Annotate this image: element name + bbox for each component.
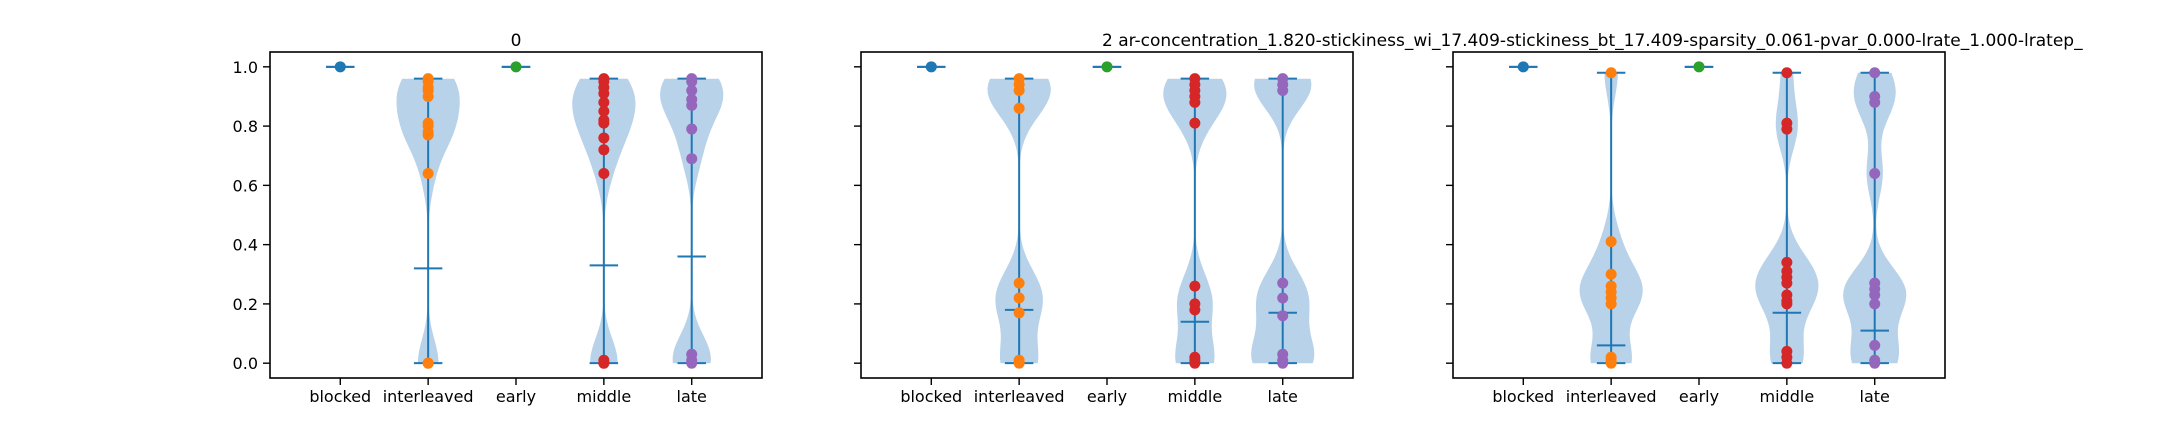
panel-0: 0.0 0.2 0.4 0.6 0.8 1.0 blocked interleaved earl… [233, 51, 763, 406]
data-point-interleaved-9 [422, 168, 434, 180]
data-point-middle-0 [1781, 67, 1793, 79]
data-point-middle-13 [598, 357, 610, 369]
data-point-early-0 [1693, 61, 1705, 73]
data-point-blocked-0 [334, 61, 346, 73]
data-point-middle-9 [598, 144, 610, 156]
data-point-middle-5 [598, 105, 610, 117]
data-point-middle-4 [598, 96, 610, 108]
data-point-late-10 [1869, 357, 1881, 369]
x-tick-label-interleaved: interleaved [1566, 387, 1657, 406]
panel-1-title: 2 ar-concentration_1.820-stickiness_wi_1… [1102, 31, 2083, 51]
data-point-middle-5 [1189, 117, 1201, 129]
x-tick-label-blocked: blocked [900, 387, 962, 406]
data-point-middle-9 [1781, 298, 1793, 310]
x-tick-label-interleaved: interleaved [974, 387, 1065, 406]
data-point-middle-8 [1189, 304, 1201, 316]
data-point-middle-12 [1781, 357, 1793, 369]
data-point-interleaved-1 [1605, 236, 1617, 248]
data-point-interleaved-8 [1013, 357, 1025, 369]
x-tick-label-late: late [1860, 387, 1890, 406]
x-tick-label-early: early [1679, 387, 1719, 406]
data-point-late-5 [686, 123, 698, 135]
data-point-late-2 [1869, 96, 1881, 108]
y-tick-label-4: 0.8 [233, 117, 258, 136]
data-point-blocked-0 [925, 61, 937, 73]
y-tick-label-2: 0.4 [233, 236, 258, 255]
data-point-late-3 [1869, 168, 1881, 180]
data-point-interleaved-5 [1013, 292, 1025, 304]
y-tick-label-1: 0.2 [233, 295, 258, 314]
data-point-late-7 [1869, 298, 1881, 310]
x-tick-label-interleaved: interleaved [383, 387, 474, 406]
y-tick-label-5: 1.0 [233, 58, 258, 77]
panel-0-title: 0 [511, 31, 522, 51]
data-point-late-1 [686, 76, 698, 88]
data-point-late-8 [1869, 339, 1881, 351]
x-tick-label-middle: middle [577, 387, 632, 406]
y-tick-label-0: 0.0 [233, 354, 258, 373]
data-point-middle-11 [1189, 357, 1201, 369]
x-tick-label-late: late [1268, 387, 1298, 406]
data-point-middle-8 [598, 132, 610, 144]
x-tick-label-early: early [496, 387, 536, 406]
data-point-late-5 [1277, 310, 1289, 322]
data-point-blocked-0 [1517, 61, 1529, 73]
x-tick-label-late: late [677, 387, 707, 406]
panel-1: blocked interleaved early middle late [854, 51, 1354, 406]
data-point-late-4 [1277, 292, 1289, 304]
panel-2: blocked interleaved early middle late [1446, 51, 1946, 406]
data-point-interleaved-4 [422, 90, 434, 102]
data-point-interleaved-9 [1605, 357, 1617, 369]
data-point-late-2 [1277, 85, 1289, 97]
data-point-late-6 [686, 153, 698, 165]
data-point-middle-10 [598, 168, 610, 180]
data-point-middle-2 [1781, 123, 1793, 135]
data-point-interleaved-4 [1013, 277, 1025, 289]
data-point-early-0 [510, 61, 522, 73]
data-point-middle-7 [598, 117, 610, 129]
x-tick-label-blocked: blocked [309, 387, 371, 406]
data-point-late-0 [1869, 67, 1881, 79]
data-point-late-4 [686, 99, 698, 111]
data-point-late-8 [1277, 357, 1289, 369]
data-point-interleaved-11 [422, 357, 434, 369]
data-point-interleaved-2 [1605, 268, 1617, 280]
data-point-interleaved-3 [1013, 102, 1025, 114]
data-point-late-9 [686, 357, 698, 369]
data-point-early-0 [1101, 61, 1113, 73]
data-point-middle-3 [1781, 256, 1793, 268]
data-point-interleaved-2 [1013, 85, 1025, 97]
x-tick-label-middle: middle [1760, 387, 1815, 406]
x-tick-label-early: early [1087, 387, 1127, 406]
data-point-interleaved-6 [1605, 298, 1617, 310]
data-point-late-6 [1869, 289, 1881, 301]
data-point-late-3 [1277, 277, 1289, 289]
data-point-middle-4 [1189, 96, 1201, 108]
y-tick-label-3: 0.6 [233, 176, 258, 195]
data-point-interleaved-8 [422, 129, 434, 141]
data-point-middle-6 [1781, 277, 1793, 289]
x-tick-label-blocked: blocked [1492, 387, 1554, 406]
data-point-late-2 [686, 85, 698, 97]
panels-group: 0.0 0.2 0.4 0.6 0.8 1.0 blocked interleaved earl… [233, 51, 1946, 406]
data-point-middle-6 [1189, 280, 1201, 292]
data-point-interleaved-6 [1013, 307, 1025, 319]
data-point-middle-3 [598, 87, 610, 99]
x-tick-label-middle: middle [1168, 387, 1223, 406]
data-point-interleaved-0 [1605, 67, 1617, 79]
